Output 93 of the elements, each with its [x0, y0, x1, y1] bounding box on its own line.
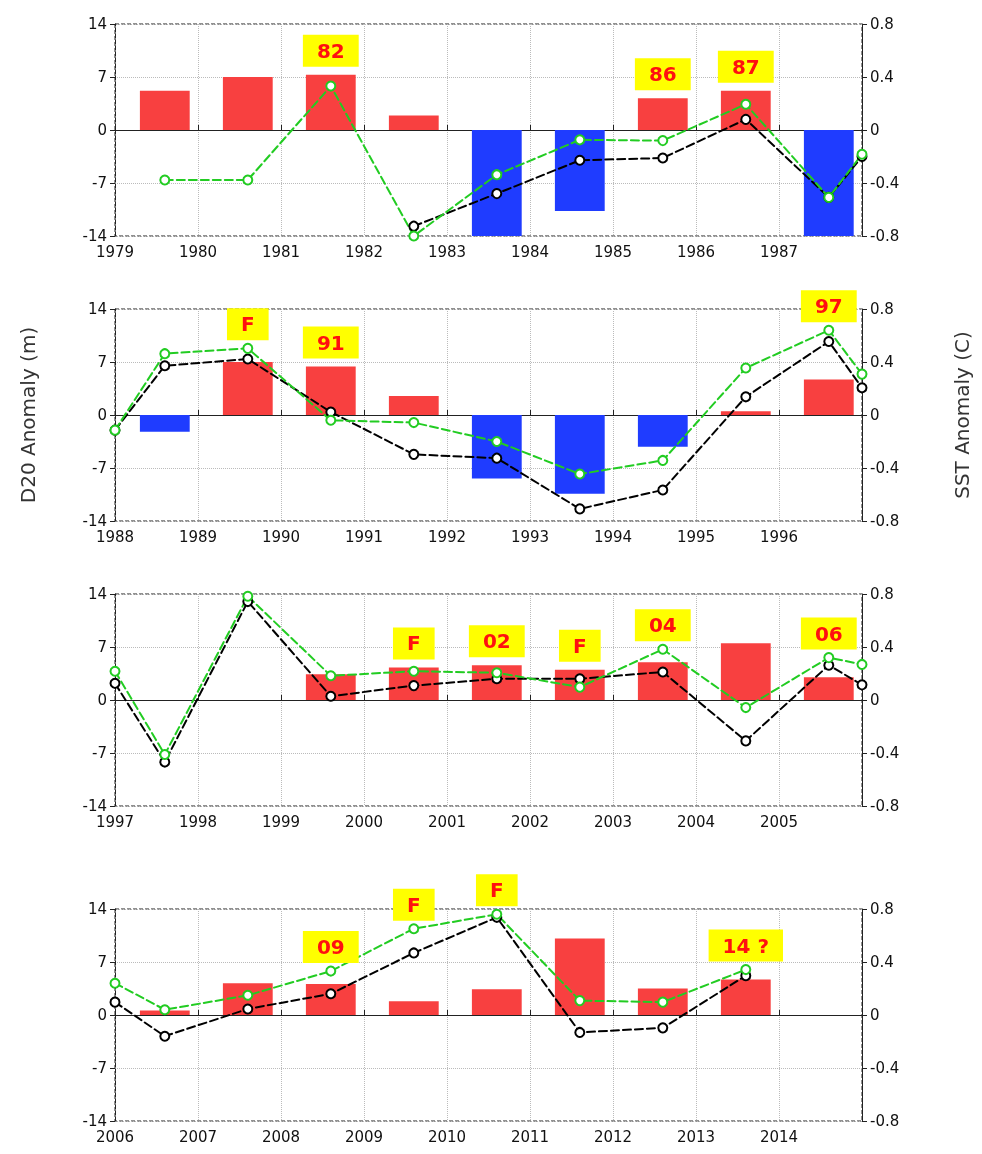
- x-tick-label: 1998: [178, 812, 218, 831]
- annotation: 82: [316, 38, 345, 63]
- annotation: 02: [482, 629, 511, 654]
- x-tick-label: 2014: [759, 1127, 799, 1146]
- x-tick-label: 2011: [510, 1127, 550, 1146]
- x-tick-label: 1994: [593, 527, 633, 546]
- annotation: 86: [648, 62, 677, 87]
- x-tick-label: 1980: [178, 242, 218, 261]
- y2-tick-label: 0.4: [870, 353, 894, 371]
- y2-axis-title: SST Anomaly (C): [950, 331, 974, 499]
- y-tick-label: 7: [97, 353, 107, 371]
- x-tick-label: 2003: [593, 812, 633, 831]
- y2-tick-label: -0.8: [870, 797, 900, 815]
- annotation: 04: [648, 613, 677, 638]
- y-tick-label: 14: [87, 900, 107, 918]
- x-tick-label: 1992: [427, 527, 467, 546]
- x-tick-label: 2013: [676, 1127, 716, 1146]
- y2-tick-label: 0.8: [870, 900, 894, 918]
- annotation: 97: [814, 294, 843, 319]
- y2-tick-label: 0.8: [870, 300, 894, 318]
- x-tick-label: 1987: [759, 242, 799, 261]
- y2-tick-label: 0.8: [870, 15, 894, 33]
- x-tick-label: 2000: [344, 812, 384, 831]
- y-tick-label: 0: [97, 1006, 107, 1024]
- y2-tick-label: 0.8: [870, 585, 894, 603]
- x-tick-label: 1979: [95, 242, 135, 261]
- y2-tick-label: -0.4: [870, 459, 900, 477]
- x-tick-label: 1991: [344, 527, 384, 546]
- y-tick-label: -7: [92, 174, 107, 192]
- y-tick-label: 7: [97, 953, 107, 971]
- y2-tick-label: -0.8: [870, 1112, 900, 1130]
- x-tick-label: 2009: [344, 1127, 384, 1146]
- y2-tick-label: 0: [870, 406, 880, 424]
- annotation: 87: [731, 54, 760, 79]
- y-tick-label: -7: [92, 459, 107, 477]
- x-tick-label: 1995: [676, 527, 716, 546]
- y-tick-label: 0: [97, 121, 107, 139]
- y2-tick-label: -0.4: [870, 174, 900, 192]
- y2-tick-label: -0.8: [870, 512, 900, 530]
- y2-tick-label: -0.4: [870, 744, 900, 762]
- x-tick-label: 1997: [95, 812, 135, 831]
- x-tick-label: 1982: [344, 242, 384, 261]
- annotation: 09: [316, 935, 345, 960]
- x-tick-label: 2006: [95, 1127, 135, 1146]
- annotation: 06: [814, 621, 843, 646]
- x-tick-label: 1988: [95, 527, 135, 546]
- x-tick-label: 2005: [759, 812, 799, 831]
- y2-tick-label: -0.4: [870, 1059, 900, 1077]
- x-tick-label: 2010: [427, 1127, 467, 1146]
- y2-tick-label: 0.4: [870, 68, 894, 86]
- y-tick-label: 0: [97, 406, 107, 424]
- x-tick-label: 2008: [261, 1127, 301, 1146]
- y-tick-label: 7: [97, 68, 107, 86]
- x-tick-label: 2001: [427, 812, 467, 831]
- annotation: 91: [316, 330, 345, 355]
- x-tick-label: 2002: [510, 812, 550, 831]
- y-tick-label: -14: [82, 227, 107, 245]
- y-tick-label: 7: [97, 638, 107, 656]
- y-axis-title: D20 Anomaly (m): [16, 326, 40, 504]
- x-tick-label: 2012: [593, 1127, 633, 1146]
- x-tick-label: 1984: [510, 242, 550, 261]
- x-tick-label: 1985: [593, 242, 633, 261]
- x-tick-label: 1993: [510, 527, 550, 546]
- annotation: F: [406, 631, 421, 656]
- x-tick-label: 1981: [261, 242, 301, 261]
- y-tick-label: 14: [87, 300, 107, 318]
- y-tick-label: 14: [87, 15, 107, 33]
- y-tick-label: 0: [97, 691, 107, 709]
- y-tick-label: 14: [87, 585, 107, 603]
- y2-tick-label: 0.4: [870, 638, 894, 656]
- x-tick-label: 1990: [261, 527, 301, 546]
- annotation: F: [489, 878, 504, 903]
- x-tick-label: 1989: [178, 527, 218, 546]
- annotation: F: [406, 892, 421, 917]
- y2-tick-label: 0: [870, 1006, 880, 1024]
- x-tick-label: 2004: [676, 812, 716, 831]
- y2-tick-label: 0: [870, 121, 880, 139]
- y-tick-label: -7: [92, 744, 107, 762]
- x-tick-label: 2007: [178, 1127, 218, 1146]
- y-tick-label: -14: [82, 512, 107, 530]
- y2-tick-label: -0.8: [870, 227, 900, 245]
- y-tick-label: -14: [82, 1112, 107, 1130]
- y-tick-label: -14: [82, 797, 107, 815]
- annotation: 14 ?: [722, 933, 769, 958]
- annotation: F: [240, 312, 255, 337]
- annotation: F: [572, 633, 587, 658]
- x-tick-label: 1999: [261, 812, 301, 831]
- y2-tick-label: 0.4: [870, 953, 894, 971]
- x-tick-label: 1983: [427, 242, 467, 261]
- y2-tick-label: 0: [870, 691, 880, 709]
- x-tick-label: 1986: [676, 242, 716, 261]
- x-tick-label: 1996: [759, 527, 799, 546]
- y-tick-label: -7: [92, 1059, 107, 1077]
